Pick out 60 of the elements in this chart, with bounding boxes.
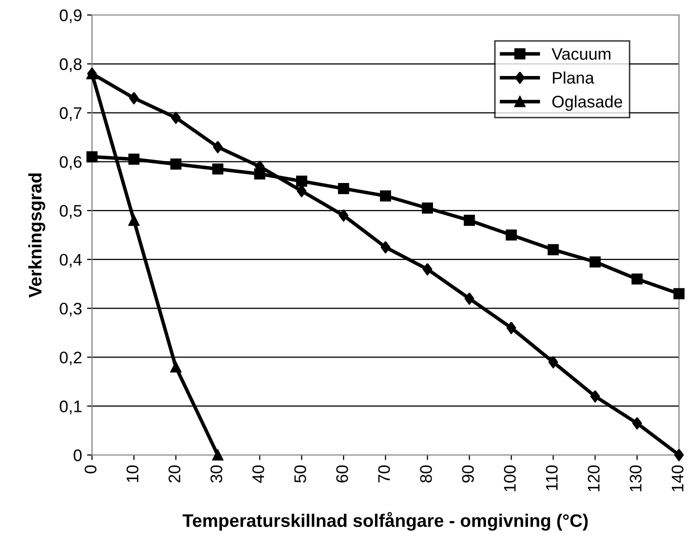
x-tick-label: 110 [546,465,558,490]
x-tick-label: 10 [126,465,138,482]
legend-label: Oglasade [552,95,622,111]
point [590,256,601,268]
point [170,158,182,170]
y-tick-label: 0,9 [60,9,82,24]
y-tick-label: 0,3 [60,302,82,317]
x-tick-label: 40 [252,465,264,483]
legend-label: Vacuum [552,48,610,60]
y-tick-label: 0,7 [60,107,82,121]
point [86,151,98,162]
x-tick-label: 80 [420,465,432,483]
point [212,163,224,175]
x-axis-title: Temperaturskillnad solfångare - omgivning (°C) [182,512,588,531]
point [129,92,139,104]
point [674,448,684,462]
x-tick-label: 20 [168,465,180,482]
point [548,356,558,368]
y-tick-label: 0,5 [60,204,82,219]
x-tick-label: 50 [294,465,306,483]
point [338,209,348,222]
x-tick-label: 100 [504,465,516,492]
point [254,168,266,180]
y-tick-label: 0 [74,449,82,462]
y-tick-label: 0,4 [60,254,82,268]
point [422,262,432,276]
point [170,361,182,373]
x-tick-label: 140 [672,465,684,492]
point [673,288,685,300]
point [464,292,474,305]
point [212,449,224,461]
y-tick-label: 0,8 [60,58,82,72]
x-tick-label: 120 [588,465,600,492]
point [380,240,390,254]
point [296,176,308,187]
point [632,273,643,285]
point [380,190,392,202]
point [212,140,223,154]
x-tick-label: 0 [84,465,96,474]
point [632,416,642,430]
legend-label: Plana [552,71,594,84]
point [548,244,559,256]
y-axis-title: Verkningsgrad [28,173,46,298]
x-tick-label: 60 [336,465,348,482]
point [338,183,350,194]
point [170,111,181,124]
point [128,154,140,165]
x-tick-label: 130 [630,465,642,492]
point [128,214,140,226]
y-tick-label: 0,1 [60,400,82,414]
point [506,229,517,241]
y-tick-label: 0,2 [60,352,82,366]
point [590,390,600,403]
x-tick-label: 30 [210,465,222,483]
x-tick-label: 70 [378,465,390,482]
point [464,214,475,226]
point [506,322,516,334]
y-tick-label: 0,6 [60,156,82,170]
x-tick-label: 90 [462,465,474,482]
point [422,202,433,214]
